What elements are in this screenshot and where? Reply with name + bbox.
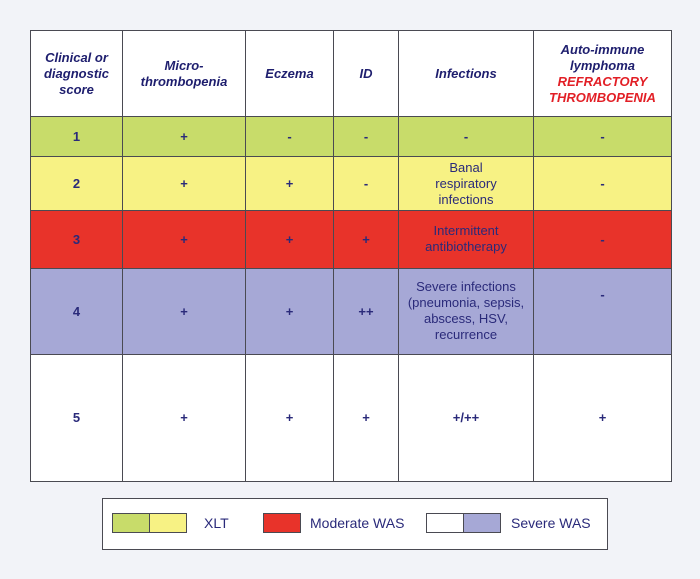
infections-cell: - — [398, 116, 534, 158]
id-cell: + — [333, 210, 399, 269]
autoimmune-cell: - — [533, 156, 672, 212]
autoimmune-cell: + — [533, 353, 672, 483]
table-row: 4 + + ++ Severe infections (pneumonia, s… — [30, 267, 672, 355]
table-row: 5 + + + +/++ + — [30, 353, 672, 483]
score-cell: 3 — [30, 210, 123, 269]
eczema-cell: + — [245, 353, 334, 483]
infections-line: infections — [438, 191, 494, 207]
legend-swatch-severe-blue — [463, 513, 501, 533]
legend-label-moderate: Moderate WAS — [310, 515, 405, 531]
legend-swatch-xlt-green — [112, 513, 150, 533]
header-score-line-3: score — [59, 81, 94, 97]
eczema-cell: + — [245, 156, 334, 212]
score-cell: 2 — [30, 156, 123, 212]
score-cell: 5 — [30, 353, 123, 483]
infections-line: (pneumonia, sepsis, — [407, 295, 525, 311]
header-micro: Micro- thrombopenia — [122, 29, 246, 118]
micro-cell: + — [122, 156, 246, 212]
header-autoimmune: Auto-immune lymphoma REFRACTORY THROMBOP… — [533, 29, 672, 118]
eczema-cell: + — [245, 210, 334, 269]
infections-line: abscess, HSV, — [423, 311, 509, 327]
table-row: 2 + + - Banal respiratory infections - — [30, 156, 672, 212]
eczema-cell: + — [245, 267, 334, 355]
legend-swatch-moderate — [263, 513, 301, 533]
infections-cell: Intermittent antibiotherapy — [398, 210, 534, 269]
infections-cell: +/++ — [398, 353, 534, 483]
autoimmune-cell: - — [533, 116, 672, 158]
legend-swatch-severe-white — [426, 513, 464, 533]
id-cell: - — [333, 156, 399, 212]
id-cell: - — [333, 116, 399, 158]
micro-cell: + — [122, 353, 246, 483]
legend-label-xlt: XLT — [204, 515, 229, 531]
legend-label-severe: Severe WAS — [511, 515, 591, 531]
header-autoimmune-line-1: Auto-immune — [560, 41, 645, 57]
eczema-cell: - — [245, 116, 334, 158]
header-micro-line-2: thrombopenia — [140, 73, 228, 89]
infections-line: respiratory — [435, 175, 497, 191]
header-autoimmune-line-2: lymphoma — [569, 57, 635, 73]
infections-line: recurrence — [434, 327, 498, 343]
header-score-line-2: diagnostic — [43, 65, 109, 81]
header-micro-line-1: Micro- — [164, 57, 204, 73]
id-cell: + — [333, 353, 399, 483]
infections-line: Intermittent — [433, 223, 499, 239]
infections-cell: Banal respiratory infections — [398, 156, 534, 212]
infections-line: Banal — [449, 159, 483, 175]
header-score-line-1: Clinical or — [45, 49, 108, 65]
legend: XLT Moderate WAS Severe WAS — [102, 498, 608, 550]
header-score: Clinical or diagnostic score — [30, 29, 123, 118]
table-row: 3 + + + Intermittent antibiotherapy - — [30, 210, 672, 269]
infections-line: antibiotherapy — [425, 239, 507, 255]
autoimmune-cell: - — [533, 210, 672, 269]
id-cell: ++ — [333, 267, 399, 355]
score-cell: 1 — [30, 116, 123, 158]
was-score-table: Clinical or diagnostic score Micro- thro… — [30, 29, 672, 483]
score-cell: 4 — [30, 267, 123, 355]
micro-cell: + — [122, 116, 246, 158]
infections-line: Severe infections — [416, 279, 516, 295]
header-row: Clinical or diagnostic score Micro- thro… — [30, 29, 672, 118]
legend-swatch-xlt-yellow — [149, 513, 187, 533]
table-row: 1 + - - - - — [30, 116, 672, 158]
infections-cell: Severe infections (pneumonia, sepsis, ab… — [398, 267, 534, 355]
header-infections: Infections — [398, 29, 534, 118]
header-refractory-line-1: REFRACTORY — [557, 73, 648, 89]
micro-cell: + — [122, 267, 246, 355]
header-refractory-line-2: THROMBOPENIA — [549, 89, 656, 105]
header-eczema: Eczema — [245, 29, 334, 118]
autoimmune-cell: - — [533, 267, 672, 355]
micro-cell: + — [122, 210, 246, 269]
header-id: ID — [333, 29, 399, 118]
